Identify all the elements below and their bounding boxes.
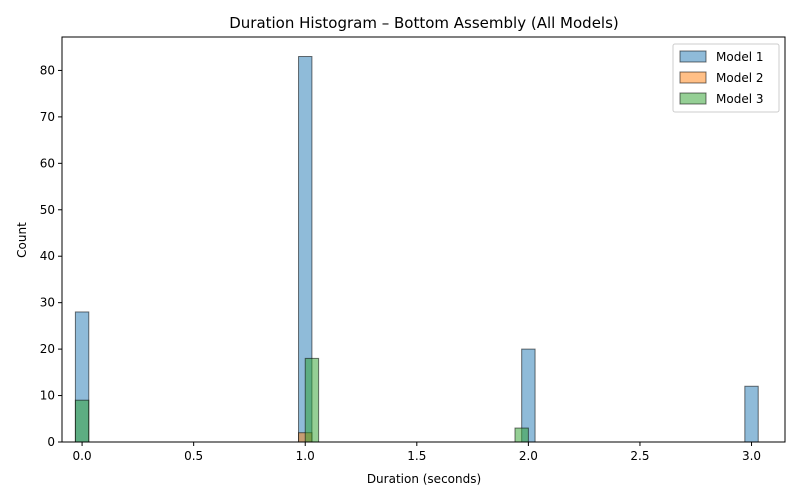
legend-label-model-1: Model 1 xyxy=(716,50,763,64)
x-tick-label: 2.0 xyxy=(519,449,538,463)
y-tick-label: 0 xyxy=(47,435,55,449)
y-tick-label: 50 xyxy=(40,203,55,217)
x-axis-label: Duration (seconds) xyxy=(367,472,481,486)
plot-frame xyxy=(61,36,786,443)
y-tick-label: 80 xyxy=(40,63,55,77)
y-tick-label: 40 xyxy=(40,249,55,263)
chart-title: Duration Histogram – Bottom Assembly (Al… xyxy=(229,14,619,32)
y-axis-label: Count xyxy=(15,222,29,258)
y-tick-label: 10 xyxy=(40,389,55,403)
y-tick-label: 30 xyxy=(40,296,55,310)
x-tick-label: 2.5 xyxy=(630,449,649,463)
bar-model-3-0 xyxy=(74,399,90,443)
x-tick-label: 3.0 xyxy=(742,449,761,463)
x-tick-label: 1.5 xyxy=(407,449,426,463)
legend-label-model-3: Model 3 xyxy=(716,92,763,106)
legend-swatch-model-2 xyxy=(679,71,707,84)
y-tick-label: 20 xyxy=(40,342,55,356)
y-axis-ticks: 0 10 20 30 40 50 60 70 80 xyxy=(40,63,62,449)
y-tick-label: 60 xyxy=(40,156,55,170)
legend-swatch-model-1 xyxy=(679,50,707,63)
x-axis-ticks: 0.0 0.5 1.0 1.5 2.0 2.5 3.0 xyxy=(73,442,761,463)
y-tick-label: 70 xyxy=(40,110,55,124)
bar-model-1-3 xyxy=(744,385,759,443)
legend-label-model-2: Model 2 xyxy=(716,71,763,85)
legend-swatch-model-3 xyxy=(679,92,707,105)
bar-model-3-2 xyxy=(514,427,529,443)
legend: Model 1 Model 2 Model 3 xyxy=(672,43,780,113)
x-tick-label: 0.0 xyxy=(73,449,92,463)
x-tick-label: 0.5 xyxy=(184,449,203,463)
bar-model-3-1 xyxy=(304,357,320,443)
x-tick-label: 1.0 xyxy=(296,449,315,463)
bars-layer xyxy=(74,56,759,443)
